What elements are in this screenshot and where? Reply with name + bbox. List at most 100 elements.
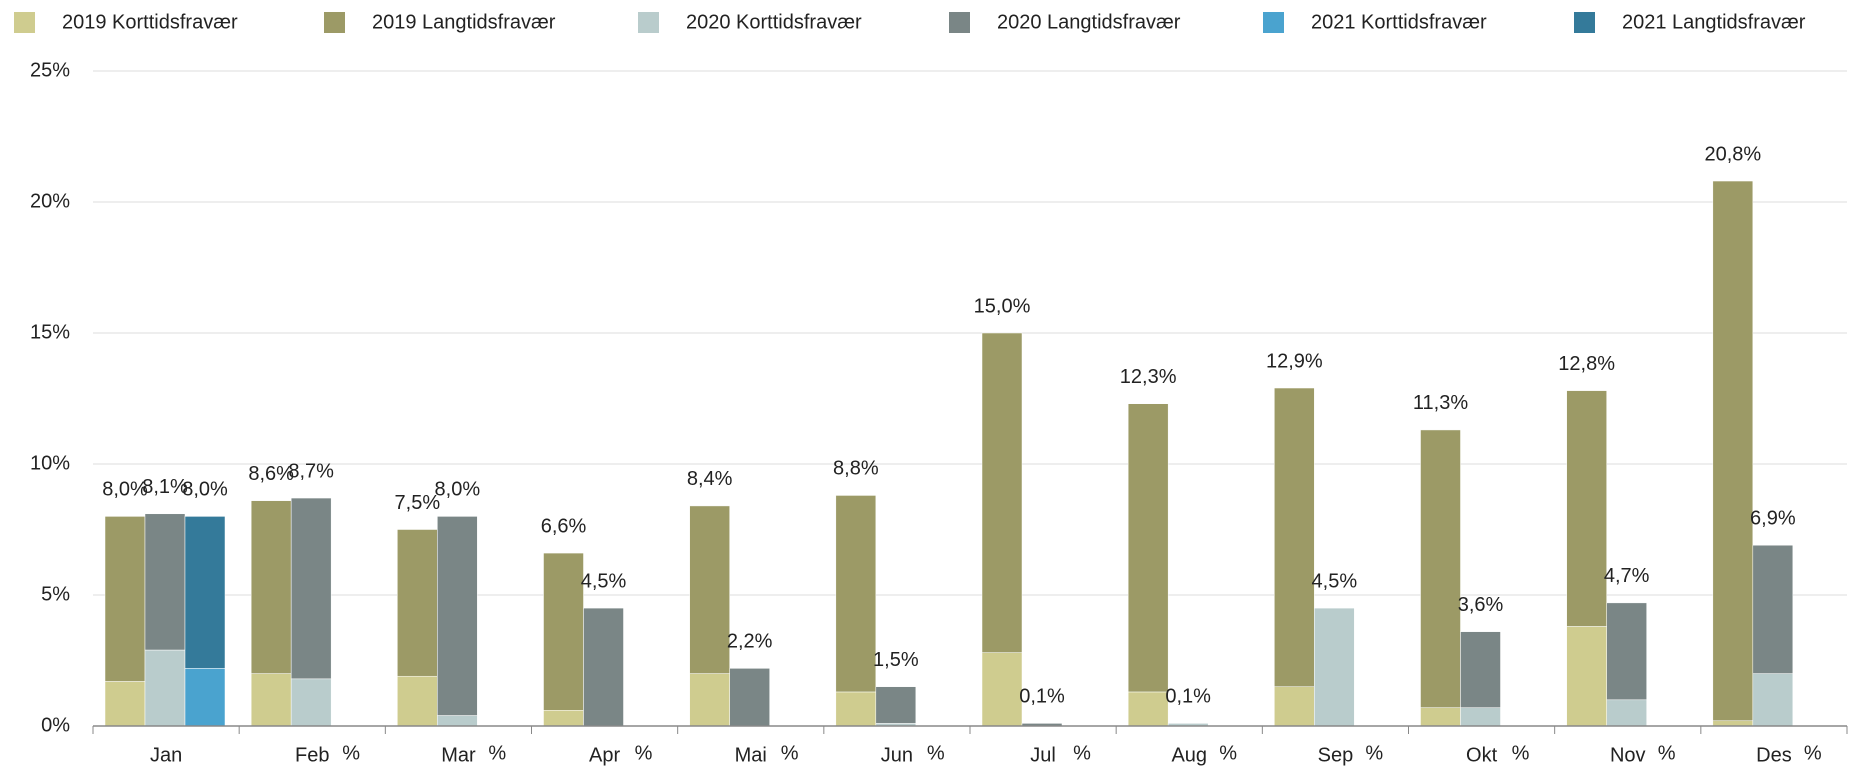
- total-label: 15,0%: [974, 295, 1031, 317]
- total-label: %: [1073, 742, 1091, 764]
- x-tick-label: Mai: [735, 744, 767, 766]
- y-tick-label: 0%: [41, 714, 70, 736]
- bar-segment: [1460, 707, 1501, 727]
- total-label: 4,7%: [1604, 565, 1650, 587]
- total-label: 6,6%: [541, 515, 587, 537]
- total-label: 8,6%: [248, 463, 294, 485]
- bar-segment: [981, 332, 1023, 653]
- bar-segment: [104, 516, 146, 682]
- total-label: 8,0%: [435, 479, 481, 501]
- bar-segment: [144, 649, 186, 727]
- total-label: %: [1219, 742, 1237, 764]
- total-label: 0,1%: [1019, 686, 1065, 708]
- y-tick-label: 20%: [30, 190, 70, 212]
- total-label: %: [781, 742, 799, 764]
- bar-segment: [689, 673, 730, 727]
- x-tick-label: Nov: [1610, 744, 1646, 766]
- x-tick-label: Jul: [1030, 744, 1056, 766]
- bar-segment: [1606, 602, 1647, 701]
- bar-segment: [1752, 544, 1794, 674]
- total-label: 11,3%: [1413, 392, 1468, 414]
- total-label: %: [635, 742, 653, 764]
- bar-segment: [104, 681, 146, 727]
- legend-label: 2019 Korttidsfravær: [62, 11, 238, 33]
- y-tick-label: 5%: [41, 583, 70, 605]
- bar-segment: [144, 513, 186, 651]
- bar-segment: [250, 673, 292, 727]
- legend-swatch: [949, 12, 970, 33]
- legend-label: 2019 Langtidsfravær: [372, 11, 556, 33]
- bar-segment: [1712, 720, 1754, 727]
- bar-segment: [1127, 691, 1169, 727]
- bar-segment: [437, 715, 478, 727]
- bar-segment: [1274, 686, 1315, 727]
- bar-segment: [729, 668, 770, 727]
- total-label: %: [488, 742, 506, 764]
- bar-segment: [1314, 607, 1355, 727]
- legend-label: 2021 Korttidsfravær: [1311, 11, 1487, 33]
- bar-segment: [1274, 387, 1315, 687]
- legend-swatch: [1574, 12, 1595, 33]
- total-label: 20,8%: [1704, 143, 1761, 165]
- total-label: 8,0%: [102, 479, 148, 501]
- total-label: 1,5%: [873, 649, 919, 671]
- bar-segment: [184, 516, 226, 669]
- total-label: %: [1804, 742, 1822, 764]
- x-tick-label: Feb: [295, 744, 329, 766]
- bar-segment: [543, 552, 584, 711]
- legend-swatch: [1263, 12, 1284, 33]
- bar-segment: [1420, 707, 1461, 727]
- bar-segment: [1566, 390, 1607, 627]
- bar-segment: [1752, 673, 1794, 727]
- total-label: %: [342, 742, 360, 764]
- bar-segment: [981, 652, 1023, 727]
- bar-segment: [583, 607, 624, 727]
- y-tick-label: 15%: [30, 321, 70, 343]
- bar-segment: [689, 505, 730, 674]
- total-label: 12,8%: [1558, 353, 1615, 375]
- x-tick-label: Okt: [1466, 744, 1498, 766]
- bar-segment: [1712, 180, 1754, 722]
- bar-segment: [437, 516, 478, 716]
- total-label: 12,3%: [1120, 366, 1177, 388]
- y-tick-label: 25%: [30, 59, 70, 81]
- total-label: %: [1512, 742, 1530, 764]
- legend-swatch: [14, 12, 35, 33]
- total-label: %: [1658, 742, 1676, 764]
- legend-swatch: [324, 12, 345, 33]
- x-tick-label: Jan: [150, 744, 182, 766]
- legend-label: 2021 Langtidsfravær: [1622, 11, 1806, 33]
- bar-segment: [397, 529, 438, 677]
- total-label: 8,7%: [288, 460, 334, 482]
- legend-swatch: [638, 12, 659, 33]
- total-label: 8,4%: [687, 468, 733, 490]
- total-label: 8,8%: [833, 458, 879, 480]
- bar-segment: [290, 678, 332, 727]
- x-tick-label: Sep: [1318, 744, 1354, 766]
- total-label: 4,5%: [581, 570, 627, 592]
- bar-segment: [1460, 631, 1501, 708]
- bar-segment: [835, 495, 877, 693]
- bar-segment: [1420, 429, 1461, 708]
- bar-segment: [875, 686, 917, 724]
- x-tick-label: Jun: [881, 744, 913, 766]
- y-tick-label: 10%: [30, 452, 70, 474]
- total-label: 2,2%: [727, 631, 773, 653]
- bar-segment: [543, 710, 584, 727]
- x-tick-label: Des: [1756, 744, 1792, 766]
- total-label: 6,9%: [1750, 508, 1796, 530]
- total-label: 4,5%: [1312, 570, 1358, 592]
- total-label: %: [1365, 742, 1383, 764]
- total-label: 3,6%: [1458, 594, 1504, 616]
- total-label: 12,9%: [1266, 350, 1323, 372]
- bar-segment: [290, 497, 332, 680]
- total-label: 7,5%: [395, 492, 441, 514]
- bar-segment: [1566, 626, 1607, 727]
- x-tick-label: Mar: [441, 744, 476, 766]
- x-tick-label: Aug: [1171, 744, 1207, 766]
- bar-segment: [1127, 403, 1169, 693]
- bar-segment: [184, 668, 226, 727]
- bar-segment: [397, 675, 438, 727]
- bar-segment: [835, 691, 877, 727]
